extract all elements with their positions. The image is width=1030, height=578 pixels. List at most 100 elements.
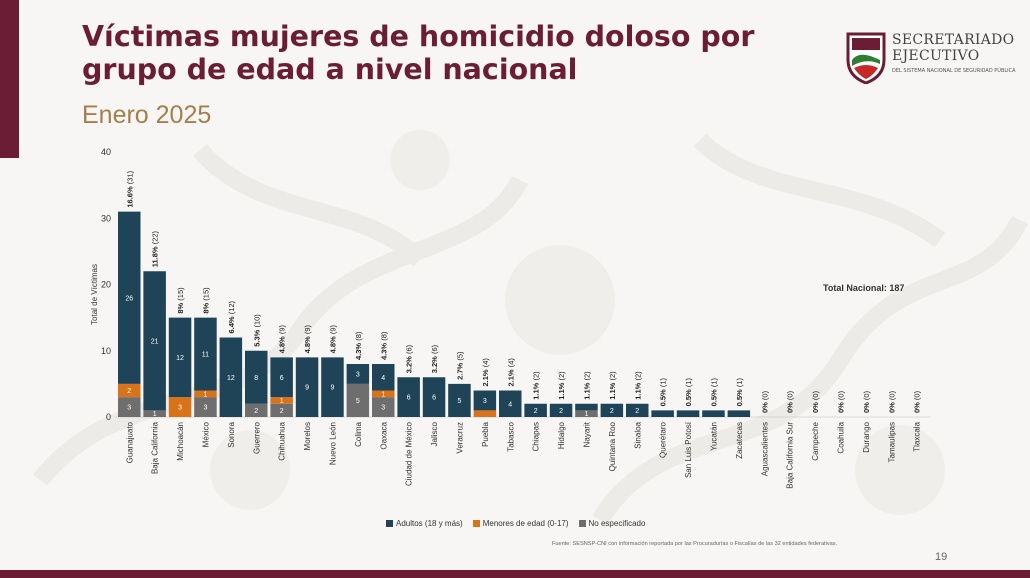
bar-annotation: 4.8% (9) bbox=[328, 325, 337, 354]
x-category-label: Oaxaca bbox=[379, 421, 388, 449]
bar-annotation-pct: 0.5% bbox=[659, 389, 668, 406]
bar-value-label: 4 bbox=[381, 375, 385, 382]
bar-annotation-pct: 0% bbox=[811, 402, 820, 413]
bar-annotation-count: (8) bbox=[354, 331, 363, 343]
bar-annotation-pct: 0% bbox=[836, 402, 845, 413]
bar-annotation-count: (31) bbox=[125, 170, 134, 186]
bar-annotation-count: (1) bbox=[709, 378, 718, 390]
bar-annotation: 0% (0) bbox=[760, 390, 769, 413]
bar-annotation: 1.1% (2) bbox=[608, 371, 617, 400]
y-tick-label: 0 bbox=[106, 412, 111, 422]
bar-annotation: 0.5% (1) bbox=[735, 378, 744, 407]
bar-annotation-count: (1) bbox=[735, 378, 744, 390]
x-category-label: Colima bbox=[354, 421, 363, 446]
legend-label-adultos: Adultos (18 y más) bbox=[396, 519, 463, 528]
bar-segment-adultos bbox=[676, 410, 700, 417]
x-category-label: Aguascalientes bbox=[760, 422, 769, 476]
bar-value-label: 21 bbox=[151, 338, 159, 345]
x-category-label: Yucatán bbox=[709, 422, 718, 451]
x-category-label: Tabasco bbox=[506, 421, 515, 451]
bar-annotation: 0.5% (1) bbox=[709, 378, 718, 407]
bar-value-label: 3 bbox=[381, 405, 385, 412]
page-number: 19 bbox=[935, 551, 948, 563]
x-category-label: Campeche bbox=[811, 421, 820, 460]
bar-annotation-pct: 4.3% bbox=[354, 343, 363, 360]
bar-segment-adultos bbox=[499, 390, 522, 417]
bar-annotation-count: (6) bbox=[405, 344, 414, 356]
legend-label-no-especificado: No especificado bbox=[588, 519, 646, 528]
brand-bottom-bar bbox=[0, 570, 1030, 578]
bar-annotation-pct: 8% bbox=[201, 302, 210, 313]
shield-emblem-icon bbox=[846, 32, 886, 84]
bar-annotation-pct: 2.1% bbox=[506, 369, 515, 386]
bar-segment-adultos bbox=[397, 377, 420, 417]
bar-annotation-count: (2) bbox=[532, 371, 541, 383]
bar-segment-no-especificado bbox=[245, 403, 268, 417]
bar-annotation: 2.1% (4) bbox=[506, 358, 515, 387]
bar-segment-menores bbox=[168, 397, 192, 417]
x-category-label: Sinaloa bbox=[633, 421, 642, 448]
bar-value-label: 1 bbox=[280, 398, 284, 405]
bar-annotation-count: (2) bbox=[608, 371, 617, 383]
bar-annotation: 6.4% (12) bbox=[227, 300, 236, 333]
bar-segment-menores bbox=[118, 383, 141, 398]
bar-annotation-pct: 0.5% bbox=[709, 389, 718, 406]
y-tick-label: 30 bbox=[101, 213, 111, 223]
bar-segment-adultos bbox=[549, 403, 573, 417]
bar-value-label: 3 bbox=[178, 405, 182, 412]
bar-segment-adultos bbox=[524, 403, 547, 417]
bar-segment-adultos bbox=[626, 403, 649, 417]
bar-annotation-pct: 2.7% bbox=[455, 362, 464, 379]
bar-annotation-count: (1) bbox=[659, 378, 668, 390]
bar-value-label: 1 bbox=[203, 391, 207, 398]
bar-value-label: 1 bbox=[584, 411, 588, 418]
bar-annotation: 1.1% (2) bbox=[582, 371, 591, 400]
legend-item-menores: Menores de edad (0-17) bbox=[472, 519, 569, 528]
bar-segment-no-especificado bbox=[372, 397, 395, 417]
chart-legend: Adultos (18 y más) Menores de edad (0-17… bbox=[386, 519, 645, 528]
bar-annotation: 1.1% (2) bbox=[633, 371, 642, 400]
bar-annotation-pct: 8% bbox=[176, 302, 185, 313]
bar-segment-adultos bbox=[727, 410, 751, 417]
bar-segment-adultos bbox=[346, 364, 370, 384]
bar-annotation: 1.1% (2) bbox=[532, 371, 541, 400]
bar-segment-no-especificado bbox=[194, 397, 217, 417]
bar-annotation: 3.2% (6) bbox=[405, 344, 414, 373]
bar-segment-adultos bbox=[448, 383, 471, 417]
logo-line-2: EJECUTIVO bbox=[892, 48, 980, 64]
x-category-label: San Luis Potosí bbox=[684, 421, 693, 478]
bar-value-label: 2 bbox=[610, 408, 614, 415]
bar-value-label: 9 bbox=[305, 385, 309, 392]
y-axis-title: Total de Víctimas bbox=[90, 264, 99, 325]
bar-segment-adultos bbox=[143, 271, 166, 411]
bar-annotation: 2.1% (4) bbox=[481, 358, 490, 387]
bar-value-label: 2 bbox=[559, 408, 563, 415]
bar-annotation-pct: 0% bbox=[760, 402, 769, 413]
bar-segment-adultos bbox=[194, 317, 217, 391]
x-category-label: Morelos bbox=[303, 422, 312, 450]
y-tick-label: 10 bbox=[101, 346, 111, 356]
bar-annotation-pct: 16.6% bbox=[125, 186, 134, 208]
bar-value-label: 9 bbox=[330, 385, 334, 392]
legend-swatch-adultos bbox=[386, 520, 393, 527]
bar-annotation: 0% (0) bbox=[836, 390, 845, 413]
bar-annotation: 4.8% (9) bbox=[278, 325, 287, 354]
bar-annotation-pct: 4.3% bbox=[379, 343, 388, 360]
bar-value-label: 2 bbox=[635, 408, 639, 415]
bar-value-label: 2 bbox=[280, 408, 284, 415]
bar-annotation-count: (0) bbox=[811, 390, 820, 402]
bar-value-label: 4 bbox=[508, 401, 512, 408]
bar-value-label: 3 bbox=[356, 371, 360, 378]
bar-value-label: 2 bbox=[534, 408, 538, 415]
bar-annotation: 4.8% (9) bbox=[303, 325, 312, 354]
x-category-label: Hidalgo bbox=[557, 421, 566, 449]
bar-annotation-count: (2) bbox=[557, 371, 566, 383]
bar-annotation-count: (8) bbox=[379, 331, 388, 343]
bar-value-label: 6 bbox=[407, 395, 411, 402]
x-category-label: Querétaro bbox=[659, 421, 668, 458]
y-tick-label: 20 bbox=[101, 280, 111, 290]
bar-annotation: 2.7% (5) bbox=[455, 351, 464, 380]
bar-value-label: 1 bbox=[153, 411, 157, 418]
bar-annotation-count: (6) bbox=[430, 344, 439, 356]
